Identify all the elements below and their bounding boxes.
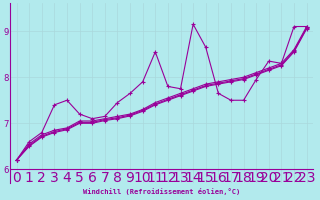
X-axis label: Windchill (Refroidissement éolien,°C): Windchill (Refroidissement éolien,°C) — [83, 188, 240, 195]
